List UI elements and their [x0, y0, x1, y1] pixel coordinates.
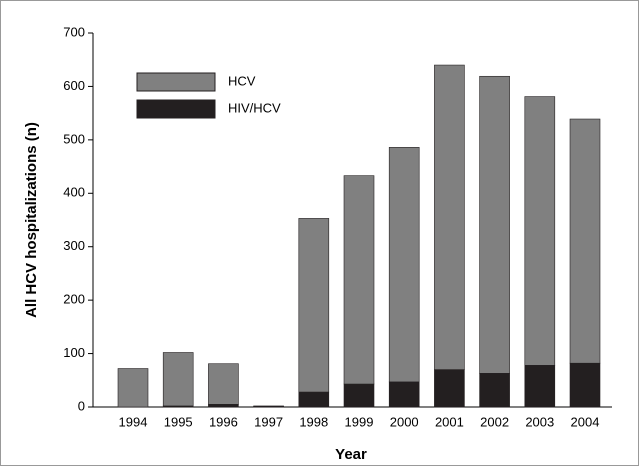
bar-segment	[253, 405, 284, 407]
legend-label: HCV	[228, 73, 256, 88]
bar-segment	[434, 64, 465, 370]
y-tick-label: 500	[63, 131, 85, 146]
bar-segment	[298, 391, 330, 408]
x-tick-label: 1998	[299, 414, 328, 429]
bar-segment	[388, 147, 420, 383]
bar-segment	[117, 368, 149, 408]
bar-segment	[479, 75, 510, 374]
bar-segment	[298, 218, 330, 393]
y-tick-label: 100	[63, 345, 85, 360]
y-tick-label: 600	[63, 78, 85, 93]
x-tick-label: 1995	[164, 414, 193, 429]
bar-segment	[208, 404, 239, 408]
bar-segment	[343, 175, 375, 385]
y-tick-label: 0	[78, 398, 85, 413]
x-tick-label: 1994	[119, 414, 148, 429]
x-tick-label: 1999	[345, 414, 374, 429]
x-tick-label: 1997	[254, 414, 283, 429]
y-tick-label: 300	[63, 238, 85, 253]
y-tick-label: 700	[63, 24, 85, 39]
x-tick-label: 2003	[525, 414, 554, 429]
bar-segment	[343, 383, 375, 408]
bar-segment	[208, 363, 239, 405]
bar-segment	[434, 369, 465, 408]
x-axis-label: Year	[335, 446, 367, 463]
bar-segment	[388, 381, 420, 408]
x-tick-label: 2001	[435, 414, 464, 429]
legend-label: HIV/HCV	[228, 100, 281, 115]
bar-segment	[524, 365, 556, 408]
y-tick-label: 200	[63, 292, 85, 307]
bar-segment	[162, 352, 194, 407]
x-tick-label: 1996	[209, 414, 238, 429]
bar-segment	[524, 96, 556, 366]
bar-segment	[479, 373, 510, 408]
x-tick-label: 2002	[480, 414, 509, 429]
y-tick-label: 400	[63, 185, 85, 200]
y-axis-label: All HCV hospitalizations (n)	[23, 122, 40, 318]
bar-segment	[569, 118, 601, 364]
bar-segment	[569, 362, 601, 408]
x-tick-label: 2004	[571, 414, 600, 429]
legend-swatch	[136, 99, 216, 119]
legend-swatch	[136, 72, 216, 92]
x-tick-label: 2000	[390, 414, 419, 429]
